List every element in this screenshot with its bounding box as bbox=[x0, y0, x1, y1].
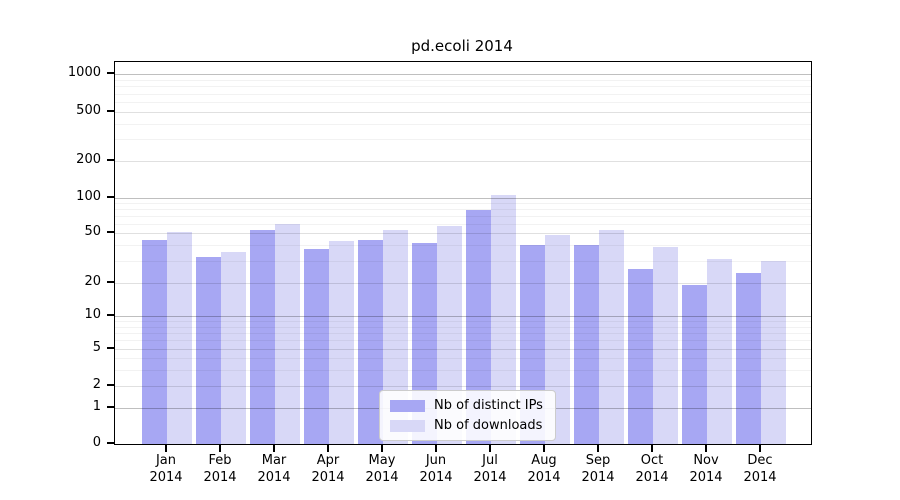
x-tick-label-mar: Mar 2014 bbox=[257, 453, 291, 485]
y-tick-label-10: 10 bbox=[84, 307, 101, 322]
x-tick-label-oct: Oct 2014 bbox=[635, 453, 669, 485]
legend: Nb of distinct IPs Nb of downloads bbox=[379, 390, 556, 441]
y-tick-2 bbox=[107, 384, 114, 386]
bar-distinct-ips-sep bbox=[574, 245, 599, 444]
bar-distinct-ips-jan bbox=[142, 240, 167, 444]
plot-area: Nb of distinct IPs Nb of downloads bbox=[114, 61, 812, 445]
y-tick-label-1000: 1000 bbox=[67, 65, 101, 80]
y-tick-1 bbox=[107, 406, 114, 408]
bar-distinct-ips-feb bbox=[196, 257, 221, 444]
bar-downloads-jan bbox=[167, 232, 192, 444]
x-tick-jan bbox=[165, 445, 167, 452]
y-tick-label-20: 20 bbox=[84, 274, 101, 289]
x-tick-feb bbox=[219, 445, 221, 452]
x-tick-jun bbox=[435, 445, 437, 452]
bar-downloads-nov bbox=[707, 259, 732, 444]
bar-distinct-ips-oct bbox=[628, 269, 653, 444]
x-tick-oct bbox=[651, 445, 653, 452]
bar-distinct-ips-dec bbox=[736, 273, 761, 444]
x-tick-mar bbox=[273, 445, 275, 452]
x-tick-jul bbox=[489, 445, 491, 452]
x-tick-label-sep: Sep 2014 bbox=[581, 453, 615, 485]
x-tick-label-jun: Jun 2014 bbox=[419, 453, 453, 485]
bar-distinct-ips-mar bbox=[250, 230, 275, 444]
y-tick-label-2: 2 bbox=[92, 377, 101, 392]
y-tick-label-1: 1 bbox=[92, 399, 101, 414]
y-tick-label-100: 100 bbox=[76, 189, 101, 204]
legend-label-distinct-ips: Nb of distinct IPs bbox=[434, 398, 543, 413]
y-tick-label-5: 5 bbox=[92, 340, 101, 355]
chart-title: pd.ecoli 2014 bbox=[411, 37, 513, 55]
bar-downloads-feb bbox=[221, 252, 246, 444]
x-tick-dec bbox=[759, 445, 761, 452]
x-tick-label-jul: Jul 2014 bbox=[473, 453, 507, 485]
y-tick-label-500: 500 bbox=[76, 103, 101, 118]
bar-downloads-dec bbox=[761, 261, 786, 444]
x-tick-label-apr: Apr 2014 bbox=[311, 453, 345, 485]
y-tick-1000 bbox=[107, 72, 114, 74]
y-tick-label-0: 0 bbox=[92, 435, 101, 450]
x-tick-label-aug: Aug 2014 bbox=[527, 453, 561, 485]
bar-downloads-oct bbox=[653, 247, 678, 444]
x-tick-aug bbox=[543, 445, 545, 452]
bar-distinct-ips-may bbox=[358, 240, 383, 444]
y-tick-100 bbox=[107, 196, 114, 198]
x-tick-label-jan: Jan 2014 bbox=[149, 453, 183, 485]
x-tick-sep bbox=[597, 445, 599, 452]
x-tick-may bbox=[381, 445, 383, 452]
x-tick-label-feb: Feb 2014 bbox=[203, 453, 237, 485]
y-tick-label-200: 200 bbox=[76, 152, 101, 167]
x-tick-label-may: May 2014 bbox=[365, 453, 399, 485]
bar-downloads-sep bbox=[599, 230, 624, 444]
y-tick-0 bbox=[107, 442, 114, 444]
bar-distinct-ips-apr bbox=[304, 249, 329, 444]
y-tick-500 bbox=[107, 110, 114, 112]
y-tick-200 bbox=[107, 159, 114, 161]
x-tick-label-dec: Dec 2014 bbox=[743, 453, 777, 485]
legend-row-downloads: Nb of downloads bbox=[390, 418, 543, 433]
y-tick-5 bbox=[107, 347, 114, 349]
y-tick-50 bbox=[107, 231, 114, 233]
legend-label-downloads: Nb of downloads bbox=[434, 418, 543, 433]
x-tick-apr bbox=[327, 445, 329, 452]
bars-layer bbox=[115, 62, 811, 444]
bar-distinct-ips-nov bbox=[682, 285, 707, 444]
y-tick-20 bbox=[107, 281, 114, 283]
bar-downloads-mar bbox=[275, 224, 300, 444]
y-tick-10 bbox=[107, 314, 114, 316]
bar-downloads-apr bbox=[329, 241, 354, 444]
x-tick-nov bbox=[705, 445, 707, 452]
legend-swatch-distinct-ips bbox=[390, 399, 425, 412]
y-tick-label-50: 50 bbox=[84, 224, 101, 239]
legend-swatch-downloads bbox=[390, 419, 425, 432]
x-tick-label-nov: Nov 2014 bbox=[689, 453, 723, 485]
legend-row-distinct-ips: Nb of distinct IPs bbox=[390, 398, 543, 413]
